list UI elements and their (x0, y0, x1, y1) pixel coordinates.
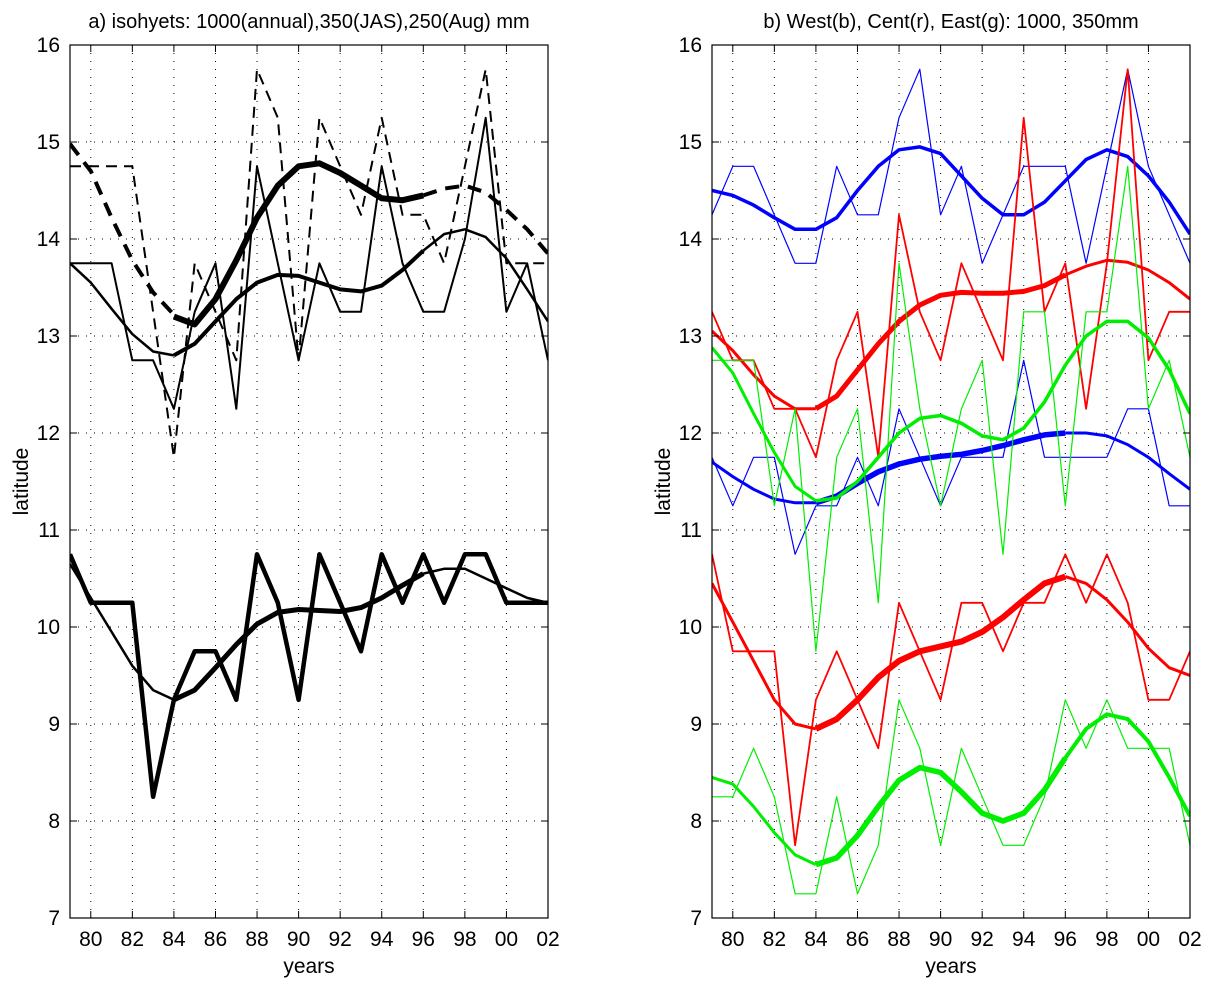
panel-b-ytick-label: 11 (680, 519, 702, 542)
panel-a-series-line (422, 183, 548, 255)
panel-b-ytick-label: 7 (690, 907, 702, 930)
panel-b-xtick-label: 96 (1054, 928, 1077, 951)
panel-a-ytick-label: 8 (48, 810, 60, 833)
panel-a-series-line (172, 249, 425, 358)
panel-b-series-line (712, 582, 817, 731)
panel-b-series-line (712, 68, 1190, 459)
panel-a-x-axis-label: years (283, 955, 334, 978)
panel-b: 80 82 84 86 88 90 92 94 96 98 00 02 7 8 9 10 11 12 13 14 15 1… (652, 11, 1202, 978)
panel-a: 80 82 84 86 88 90 92 94 96 98 00 02 7 8 9 10 11 12 13 14 15 1… (10, 11, 560, 978)
panel-b-ytick-label: 15 (679, 131, 702, 154)
panel-b-xtick-label: 92 (970, 928, 993, 951)
panel-b-series-line (712, 346, 817, 503)
panel-b-series-line (815, 364, 1067, 503)
panel-a-ytick-label: 11 (38, 519, 60, 542)
panel-a-ytick-label: 12 (37, 422, 60, 445)
panel-a-series-line (70, 142, 176, 317)
panel-a-xtick-label: 98 (453, 928, 476, 951)
panel-a-series-line (70, 262, 175, 357)
panel-b-ytick-label: 16 (679, 34, 702, 57)
panel-b-xtick-label: 98 (1095, 928, 1118, 951)
panel-b-xtick-label: 84 (804, 928, 828, 951)
panel-b-ytick-label: 12 (679, 422, 702, 445)
panel-b-series-line (815, 756, 1068, 868)
panel-a-xtick-label: 82 (121, 928, 144, 951)
panel-b-xtick-label: 02 (1178, 928, 1201, 951)
panel-b-ytick-label: 9 (690, 713, 702, 736)
panel-b-series-line (1064, 258, 1190, 301)
panel-b-x-axis-label: years (925, 955, 976, 978)
panel-a-ytick-label: 14 (37, 228, 61, 251)
panel-a-xtick-label: 96 (412, 928, 435, 951)
panel-b-series-line (712, 165, 1190, 652)
panel-a-xtick-label: 80 (79, 928, 102, 951)
panel-b-xtick-label: 82 (763, 928, 786, 951)
panel-a-ytick-label: 15 (37, 131, 60, 154)
panel-b-series-line (1063, 319, 1190, 415)
panel-a-ytick-label: 13 (37, 325, 60, 348)
panel-b-ytick-label: 10 (679, 616, 702, 639)
panel-a-ytick-label: 7 (48, 907, 60, 930)
panel-a-series-line (172, 160, 424, 328)
panel-b-series-line (814, 573, 1067, 732)
panel-b-xtick-label: 86 (846, 928, 869, 951)
panel-b-xtick-label: 00 (1137, 928, 1160, 951)
panel-a-ytick-label: 10 (37, 616, 60, 639)
panel-b-xtick-label: 80 (721, 928, 744, 951)
panel-a-axes-frame (69, 44, 549, 919)
panel-b-series-line (712, 145, 1190, 236)
panel-a-ytick-label: 16 (37, 34, 60, 57)
panel-b-series-line (712, 775, 817, 866)
panel-b-xtick-label: 88 (887, 928, 910, 951)
panel-b-series-line (712, 553, 1190, 847)
panel-a-series-line (423, 567, 548, 605)
panel-b-xtick-label: 90 (929, 928, 952, 951)
panel-a-xtick-label: 90 (287, 928, 310, 951)
panel-b-series-line (1064, 575, 1190, 677)
panel-b-series-group (712, 68, 1190, 895)
panel-a-xtick-label: 94 (370, 928, 394, 951)
panel-b-ytick-label: 13 (679, 325, 702, 348)
panel-b-series-line (814, 272, 1067, 411)
panel-a-xtick-label: 86 (204, 928, 227, 951)
panel-a-xtick-label: 02 (536, 928, 559, 951)
panel-a-xtick-label: 84 (162, 928, 186, 951)
panel-b-series-line (712, 330, 816, 411)
panel-b-ytick-label: 14 (679, 228, 703, 251)
panel-a-series-line (422, 228, 548, 323)
panel-a-ytick-label: 9 (48, 713, 60, 736)
panel-a-y-axis-label: latitude (10, 448, 33, 516)
panel-a-xtick-label: 00 (495, 928, 518, 951)
panel-b-xtick-label: 94 (1012, 928, 1036, 951)
panel-a-xtick-label: 92 (328, 928, 351, 951)
panel-a-series-group (70, 68, 548, 800)
panel-a-xtick-label: 88 (245, 928, 268, 951)
panel-a-series-line (70, 563, 175, 701)
panel-b-series-line (712, 699, 1190, 895)
panel-a-series-line (70, 68, 548, 459)
panel-a-series-line (70, 116, 548, 410)
panel-b-axes-frame (711, 44, 1191, 919)
panel-b-series-line (712, 359, 1190, 555)
panel-b-series-line (712, 460, 816, 505)
panel-a-title: a) isohyets: 1000(annual),350(JAS),250(A… (88, 11, 529, 33)
panel-a-series-line (172, 571, 425, 703)
panel-b-y-axis-label: latitude (652, 448, 675, 516)
panel-b-series-line (1065, 431, 1190, 491)
panel-b-ytick-label: 8 (690, 810, 702, 833)
panel-a-series-line (70, 552, 548, 800)
panel-b-title: b) West(b), Cent(r), East(g): 1000, 350m… (763, 11, 1138, 33)
panel-b-series-line (1063, 712, 1190, 818)
